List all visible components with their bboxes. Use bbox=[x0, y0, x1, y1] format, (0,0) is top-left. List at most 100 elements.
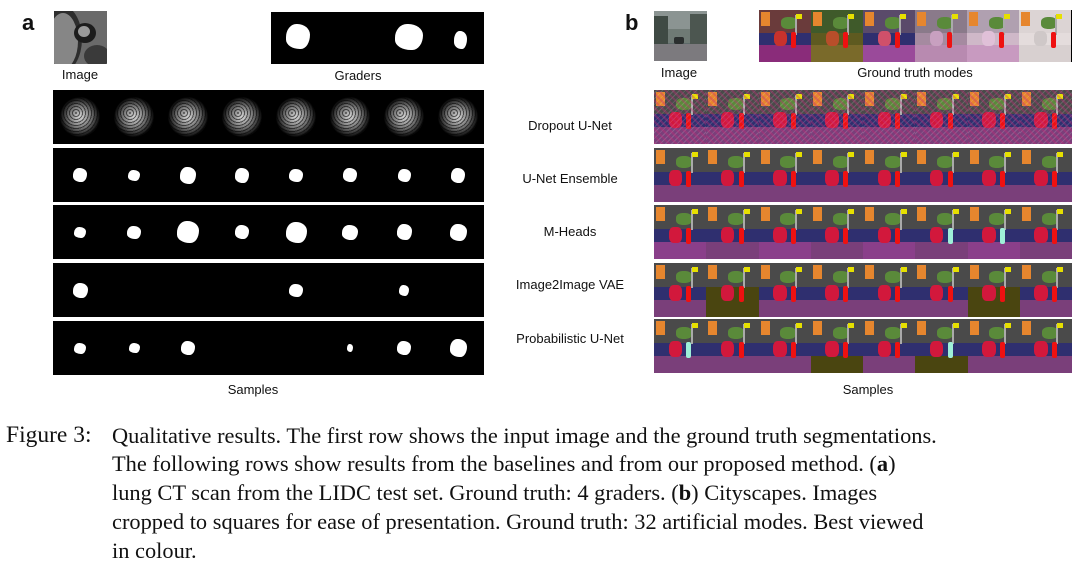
segmentation-tile bbox=[758, 148, 811, 202]
segmentation-tile bbox=[706, 90, 759, 144]
segmentation-tile bbox=[1019, 148, 1072, 202]
segmentation-tile bbox=[915, 205, 968, 259]
segmentation-tile bbox=[1019, 319, 1072, 373]
caption-line-2: The following rows show results from the… bbox=[112, 451, 896, 476]
sample-mask bbox=[180, 166, 196, 184]
sample-mask bbox=[74, 226, 86, 238]
grader-mask-3 bbox=[454, 31, 467, 49]
sample-mask bbox=[438, 97, 478, 137]
samples-row-b-probabilistic-unet bbox=[654, 319, 1072, 373]
segmentation-tile bbox=[863, 319, 916, 373]
segmentation-tile bbox=[967, 205, 1020, 259]
sample-mask bbox=[384, 97, 424, 137]
method-label-dropout-unet: Dropout U-Net bbox=[528, 118, 612, 133]
sample-mask bbox=[330, 97, 370, 137]
segmentation-tile bbox=[654, 90, 707, 144]
caption-lead: Figure 3: bbox=[6, 422, 92, 448]
segmentation-tile bbox=[915, 319, 968, 373]
segmentation-tile bbox=[706, 263, 759, 317]
method-label-probabilistic-unet: Probabilistic U-Net bbox=[516, 331, 624, 346]
sample-mask bbox=[396, 224, 412, 240]
panel-b-image-label: Image bbox=[660, 65, 698, 80]
sample-mask bbox=[74, 342, 86, 354]
sample-mask bbox=[285, 221, 307, 243]
panel-b-letter: b bbox=[625, 10, 639, 35]
panel-b-samples-label: Samples bbox=[842, 382, 894, 397]
sample-mask bbox=[181, 341, 195, 355]
segmentation-tile bbox=[1019, 10, 1071, 62]
sample-mask bbox=[114, 97, 154, 137]
segmentation-tile bbox=[810, 263, 863, 317]
sample-mask bbox=[289, 283, 303, 297]
panel-a-letter: a bbox=[22, 10, 35, 35]
sample-mask bbox=[72, 282, 88, 298]
sample-mask bbox=[347, 344, 353, 352]
sample-mask bbox=[397, 341, 411, 355]
grader-mask-2 bbox=[395, 24, 423, 50]
samples-row-a-unet-ensemble bbox=[53, 148, 484, 202]
segmentation-tile bbox=[706, 319, 759, 373]
sample-mask bbox=[343, 168, 357, 182]
sample-mask bbox=[449, 223, 467, 241]
sample-mask bbox=[451, 167, 465, 183]
sample-mask bbox=[235, 167, 249, 183]
sample-mask bbox=[449, 339, 467, 357]
segmentation-tile bbox=[863, 148, 916, 202]
caption-line-3: lung CT scan from the LIDC test set. Gro… bbox=[112, 480, 878, 505]
sample-mask bbox=[397, 168, 411, 182]
sample-mask bbox=[128, 343, 140, 353]
segmentation-tile bbox=[810, 319, 863, 373]
method-label-unet-ensemble: U-Net Ensemble bbox=[522, 171, 618, 186]
graders-strip bbox=[271, 12, 484, 64]
segmentation-tile bbox=[810, 205, 863, 259]
segmentation-tile bbox=[967, 148, 1020, 202]
samples-row-a-m-heads bbox=[53, 205, 484, 259]
sample-mask bbox=[342, 224, 358, 240]
segmentation-tile bbox=[758, 263, 811, 317]
segmentation-tile bbox=[863, 205, 916, 259]
segmentation-tile bbox=[1019, 90, 1072, 144]
segmentation-tile bbox=[863, 10, 915, 62]
segmentation-tile bbox=[706, 205, 759, 259]
sample-mask bbox=[73, 168, 87, 182]
sample-mask bbox=[177, 221, 199, 243]
sample-mask bbox=[127, 225, 141, 239]
segmentation-tile bbox=[810, 90, 863, 144]
sample-mask bbox=[399, 284, 409, 296]
segmentation-tile bbox=[810, 148, 863, 202]
panel-a-samples-label: Samples bbox=[227, 382, 279, 397]
segmentation-tile bbox=[758, 319, 811, 373]
sample-mask bbox=[276, 97, 316, 137]
segmentation-tile bbox=[967, 90, 1020, 144]
segmentation-tile bbox=[654, 148, 707, 202]
samples-row-b-m-heads bbox=[654, 205, 1072, 259]
segmentation-tile bbox=[915, 10, 967, 62]
samples-row-b-image2image-vae bbox=[654, 263, 1072, 317]
method-label-image2image-vae: Image2Image VAE bbox=[515, 277, 625, 292]
sample-mask bbox=[235, 225, 249, 239]
caption-line-4: cropped to squares for ease of presentat… bbox=[112, 509, 924, 534]
segmentation-tile bbox=[758, 90, 811, 144]
samples-row-b-unet-ensemble bbox=[654, 148, 1072, 202]
sample-mask bbox=[222, 97, 262, 137]
ground-truth-modes-strip bbox=[759, 10, 1072, 62]
segmentation-tile bbox=[915, 90, 968, 144]
segmentation-tile bbox=[759, 10, 811, 62]
samples-row-a-image2image-vae bbox=[53, 263, 484, 317]
segmentation-tile bbox=[1019, 205, 1072, 259]
sample-mask bbox=[128, 169, 140, 181]
sample-mask bbox=[289, 168, 303, 182]
segmentation-tile bbox=[654, 319, 707, 373]
segmentation-tile bbox=[1019, 263, 1072, 317]
ground-truth-modes-label: Ground truth modes bbox=[857, 65, 973, 80]
segmentation-tile bbox=[863, 90, 916, 144]
segmentation-tile bbox=[706, 148, 759, 202]
sample-mask bbox=[60, 97, 100, 137]
samples-row-a-probabilistic-unet bbox=[53, 321, 484, 375]
samples-row-b-dropout-unet bbox=[654, 90, 1072, 144]
segmentation-tile bbox=[915, 263, 968, 317]
segmentation-tile bbox=[654, 205, 707, 259]
graders-label: Graders bbox=[334, 68, 382, 83]
segmentation-tile bbox=[758, 205, 811, 259]
samples-row-a-dropout-unet bbox=[53, 90, 484, 144]
